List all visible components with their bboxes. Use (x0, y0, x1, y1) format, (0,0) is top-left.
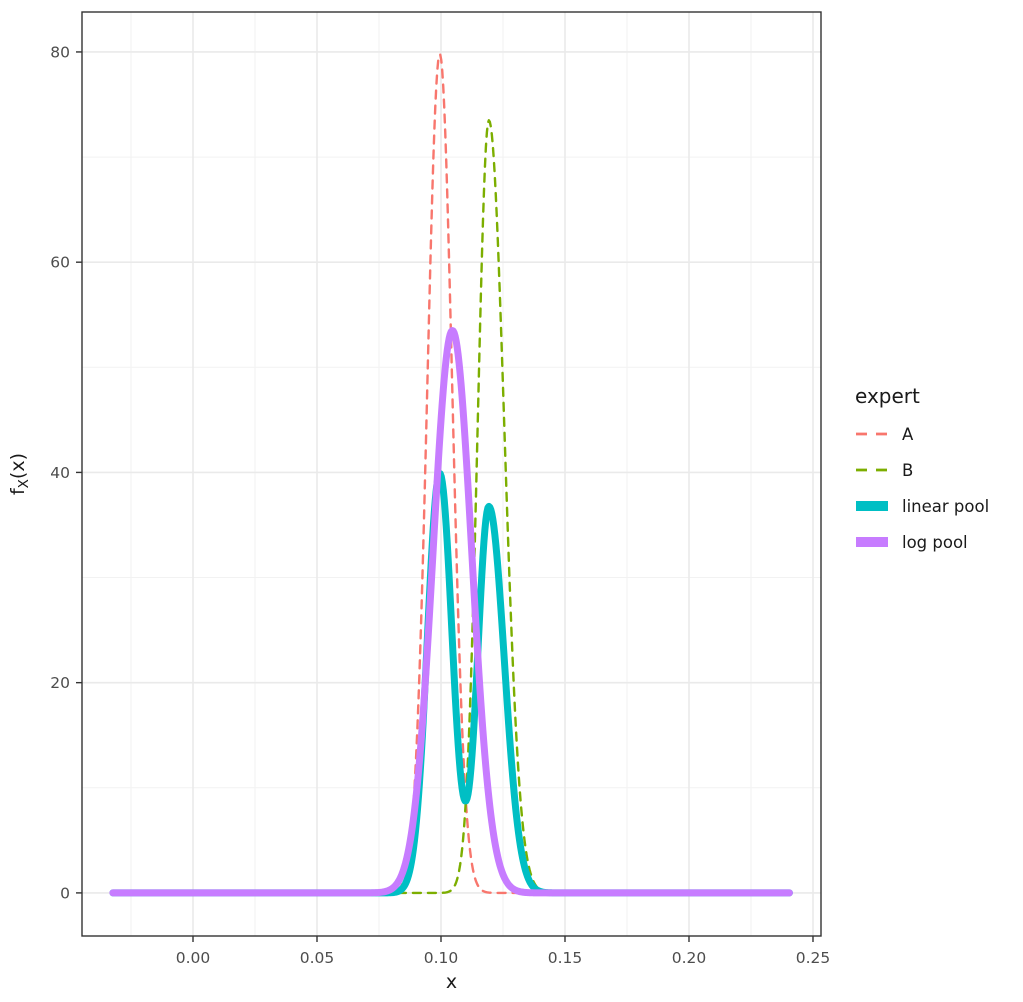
curves (109, 53, 793, 897)
axis-ticks (76, 51, 814, 942)
y-tick-label: 40 (50, 464, 70, 482)
x-tick-label: 0.05 (300, 949, 335, 967)
legend-label: log pool (902, 532, 968, 552)
y-tick-label: 20 (50, 674, 70, 692)
y-tick-label: 60 (50, 254, 70, 272)
x-tick-label: 0.15 (548, 949, 583, 967)
legend-label: linear pool (902, 496, 990, 516)
panel-border (81, 11, 822, 937)
legend-item-a: A (855, 416, 1023, 452)
y-tick-labels: 0 20 40 60 80 (50, 43, 70, 902)
x-axis-title: x (446, 971, 457, 993)
gridlines-minor (82, 12, 821, 936)
y-axis-title: fX(x) (7, 453, 32, 495)
legend-label: B (902, 460, 914, 480)
curve-log-pool (109, 327, 793, 897)
gridlines-major (82, 12, 821, 936)
legend-key-linear-pool-line (856, 501, 888, 511)
x-tick-label: 0.10 (424, 949, 459, 967)
y-tick-label: 80 (50, 43, 70, 61)
x-tick-label: 0.25 (796, 949, 831, 967)
legend-key-b-dashed-line (856, 468, 888, 472)
legend-item-linear-pool: linear pool (855, 488, 1023, 524)
panel-background (82, 12, 821, 936)
x-tick-label: 0.20 (672, 949, 707, 967)
legend-item-log-pool: log pool (855, 524, 1023, 560)
legend-label: A (902, 424, 914, 444)
x-tick-labels: 0.00 0.05 0.10 0.15 0.20 0.25 (176, 949, 831, 967)
legend-key-a-dashed-line (856, 432, 888, 436)
y-tick-label: 0 (60, 884, 70, 902)
legend-title: expert (855, 384, 920, 408)
x-tick-label: 0.00 (176, 949, 211, 967)
legend-item-b: B (855, 452, 1023, 488)
legend-key-log-pool-line (856, 537, 888, 547)
